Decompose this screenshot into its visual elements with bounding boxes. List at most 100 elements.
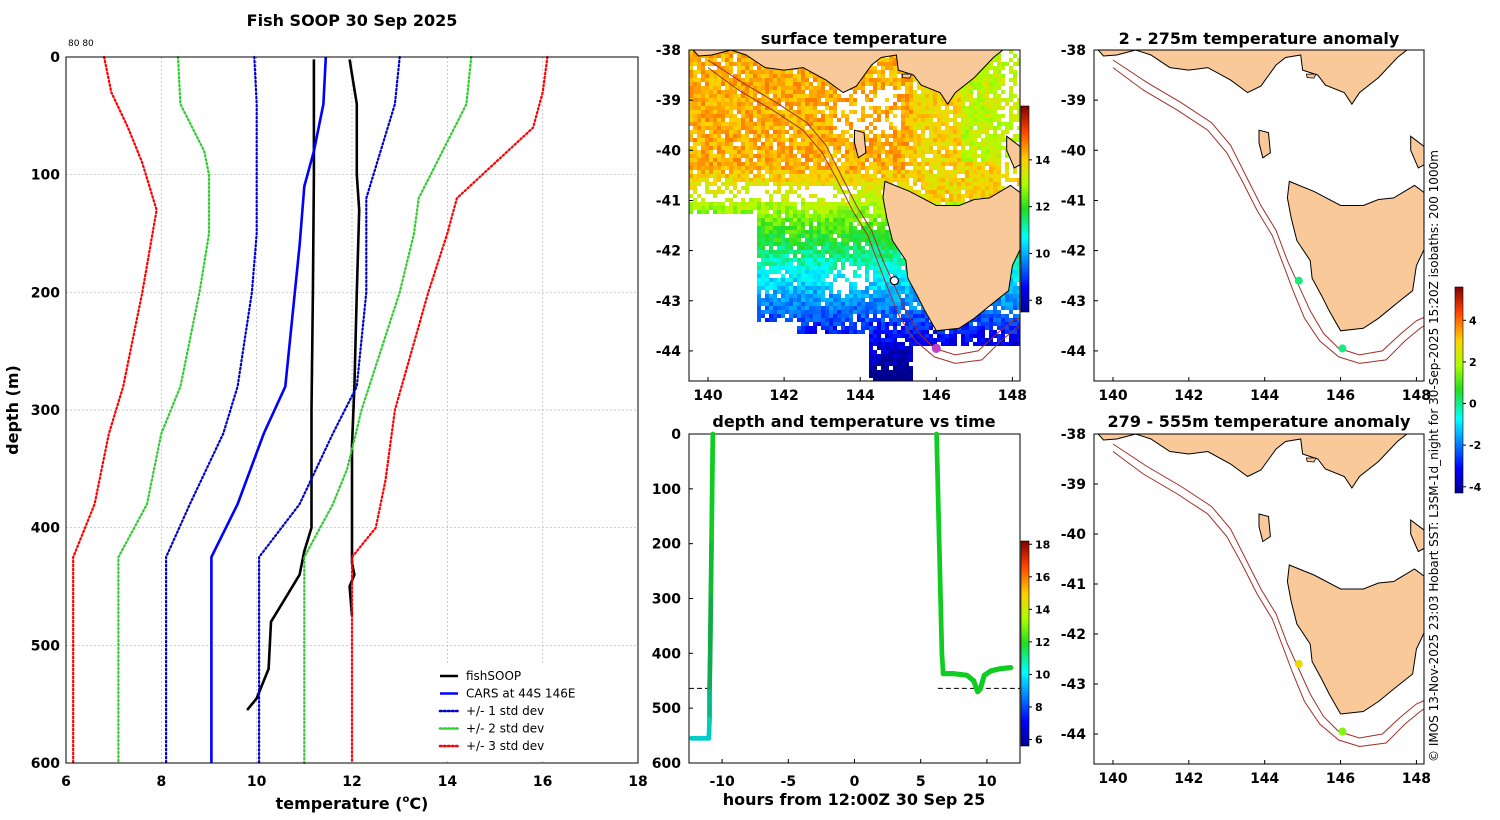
sst-pixel: [909, 358, 913, 362]
sst-pixel: [1001, 330, 1005, 334]
sst-pixel: [841, 242, 845, 246]
sst-pixel: [945, 154, 949, 158]
sst-pixel: [829, 110, 833, 114]
sst-pixel: [777, 174, 781, 178]
sst-pixel: [761, 218, 765, 222]
sst-pixel: [709, 122, 713, 126]
sst-pixel: [805, 214, 809, 218]
sst-pixel: [885, 278, 889, 282]
legend-label: +/- 3 std dev: [466, 739, 544, 753]
sst-pixel: [1001, 62, 1005, 66]
sst-pixel: [861, 190, 865, 194]
sst-pixel: [801, 262, 805, 266]
sst-pixel: [845, 202, 849, 206]
sst-pixel: [721, 118, 725, 122]
sst-pixel: [793, 138, 797, 142]
sst-pixel: [945, 162, 949, 166]
sst-pixel: [793, 250, 797, 254]
sst-pixel: [997, 182, 1001, 186]
sst-pixel: [925, 90, 929, 94]
sst-pixel: [697, 202, 701, 206]
sst-pixel: [897, 82, 901, 86]
sst-pixel: [805, 78, 809, 82]
sst-pixel: [917, 318, 921, 322]
sst-pixel: [973, 178, 977, 182]
sst-pixel: [789, 78, 793, 82]
sst-pixel: [805, 306, 809, 310]
sst-pixel: [793, 174, 797, 178]
sst-pixel: [829, 106, 833, 110]
sst-pixel: [817, 110, 821, 114]
sst-pixel: [885, 338, 889, 342]
sst-pixel: [825, 142, 829, 146]
sst-pixel: [757, 106, 761, 110]
sst-pixel: [789, 178, 793, 182]
sst-pixel: [905, 278, 909, 282]
sst-pixel: [701, 74, 705, 78]
sst-pixel: [809, 94, 813, 98]
sst-pixel: [741, 178, 745, 182]
sst-pixel: [869, 350, 873, 354]
sst-pixel: [785, 250, 789, 254]
sst-pixel: [777, 138, 781, 142]
sst-pixel: [853, 214, 857, 218]
sst-pixel: [809, 222, 813, 226]
sst-pixel: [801, 210, 805, 214]
sst-pixel: [905, 374, 909, 378]
sst-pixel: [769, 150, 773, 154]
sst-pixel: [705, 146, 709, 150]
sst-pixel: [845, 190, 849, 194]
sst-pixel: [1009, 178, 1013, 182]
sst-pixel: [901, 378, 905, 381]
sst-pixel: [809, 318, 813, 322]
sst-pixel: [789, 282, 793, 286]
sst-pixel: [901, 154, 905, 158]
sst-pixel: [741, 66, 745, 70]
sst-pixel: [709, 118, 713, 122]
sst-pixel: [1017, 290, 1020, 294]
sst-pixel: [973, 326, 977, 330]
sst-pixel: [793, 146, 797, 150]
sst-pixel: [761, 150, 765, 154]
sst-pixel: [1009, 98, 1013, 102]
sst-pixel: [833, 254, 837, 258]
sst-pixel: [709, 170, 713, 174]
sst-pixel: [993, 322, 997, 326]
sst-pixel: [833, 202, 837, 206]
sst-pixel: [789, 154, 793, 158]
sst-pixel: [953, 122, 957, 126]
sst-pixel: [789, 214, 793, 218]
sst-pixel: [761, 234, 765, 238]
sst-pixel: [733, 94, 737, 98]
sst-pixel: [845, 178, 849, 182]
sst-pixel: [985, 94, 989, 98]
sst-pixel: [989, 138, 993, 142]
sst-pixel: [697, 130, 701, 134]
sst-pixel: [845, 222, 849, 226]
sst-pixel: [793, 238, 797, 242]
sst-pixel: [873, 134, 877, 138]
sst-pixel: [761, 94, 765, 98]
sst-pixel: [773, 206, 777, 210]
sst-pixel: [981, 342, 985, 346]
sst-pixel: [849, 166, 853, 170]
sst-pixel: [989, 310, 993, 314]
sst-pixel: [873, 290, 877, 294]
sst-pixel: [701, 118, 705, 122]
sst-pixel: [829, 134, 833, 138]
sst-pixel: [721, 138, 725, 142]
sst-pixel: [861, 330, 865, 334]
sst-pixel: [745, 114, 749, 118]
sst-pixel: [769, 246, 773, 250]
sst-pixel: [941, 174, 945, 178]
sst-pixel: [741, 54, 745, 58]
sst-pixel: [797, 134, 801, 138]
sst-pixel: [761, 90, 765, 94]
sst-pixel: [717, 78, 721, 82]
sst-pixel: [941, 122, 945, 126]
sst-pixel: [937, 110, 941, 114]
sst-pixel: [869, 106, 873, 110]
sst-pixel: [853, 238, 857, 242]
sst-pixel: [829, 206, 833, 210]
sst-pixel: [905, 122, 909, 126]
